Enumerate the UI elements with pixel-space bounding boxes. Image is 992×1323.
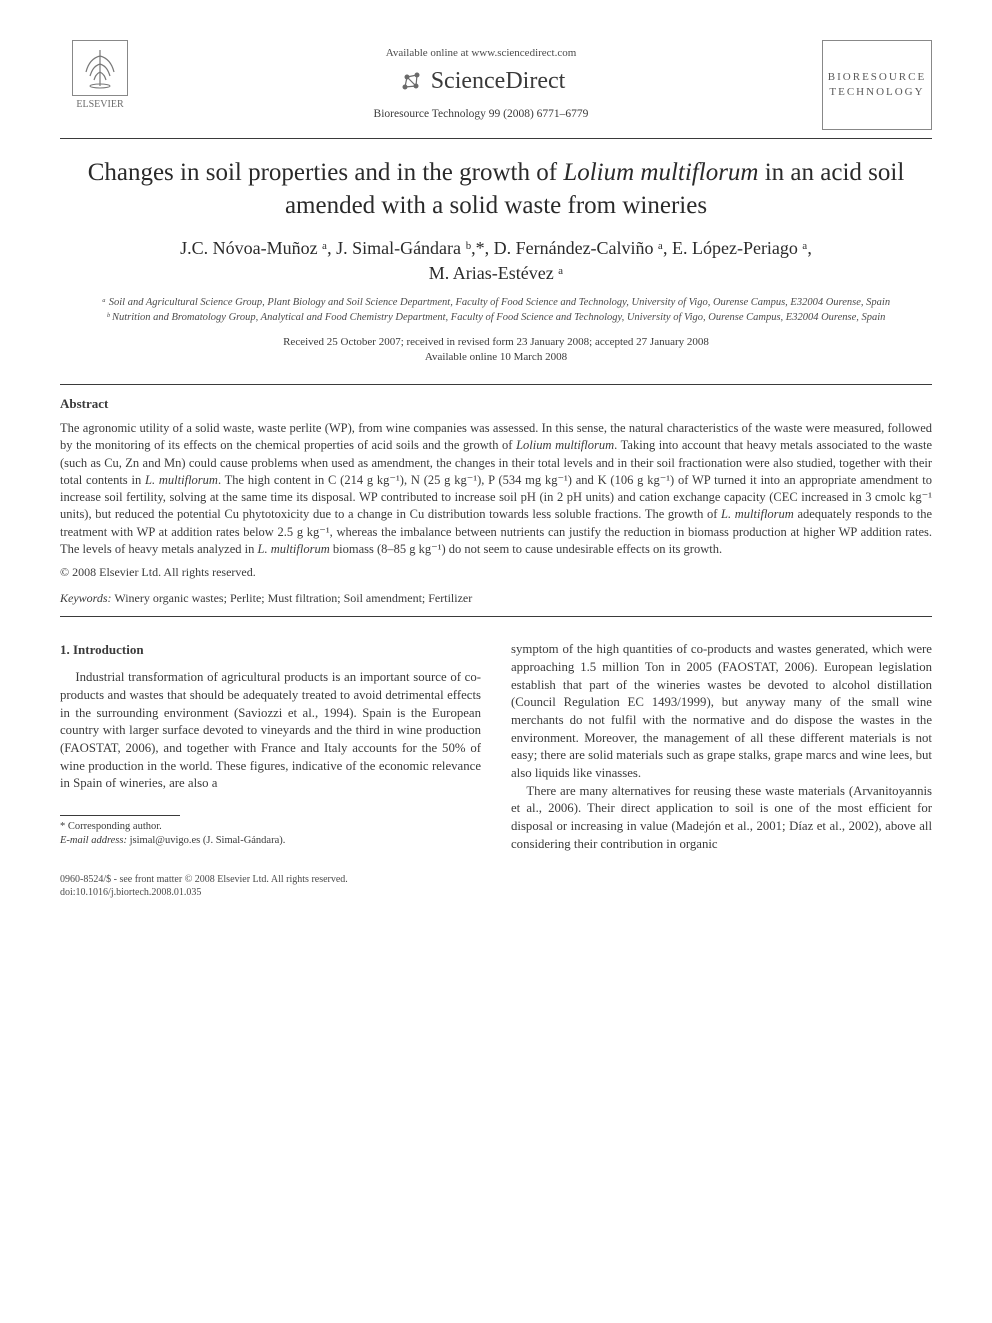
- abstract-body: The agronomic utility of a solid waste, …: [60, 420, 932, 558]
- elsevier-label: ELSEVIER: [76, 99, 123, 110]
- keywords-label: Keywords:: [60, 591, 112, 605]
- footnote-corresponding: * Corresponding author.: [60, 820, 481, 834]
- header-center: Available online at www.sciencedirect.co…: [140, 40, 822, 123]
- article-title: Changes in soil properties and in the gr…: [60, 157, 932, 222]
- title-species: Lolium multiflorum: [563, 159, 758, 186]
- title-part1: Changes in soil properties and in the gr…: [88, 159, 564, 186]
- intro-p3: There are many alternatives for reusing …: [511, 783, 932, 854]
- column-left: 1. Introduction Industrial transformatio…: [60, 641, 481, 853]
- sciencedirect-logo: ScienceDirect: [397, 65, 566, 97]
- affiliations: ᵃ Soil and Agricultural Science Group, P…: [60, 296, 932, 324]
- sciencedirect-text: ScienceDirect: [431, 65, 566, 97]
- footer-doi: doi:10.1016/j.biortech.2008.01.035: [60, 886, 932, 899]
- footnote-rule: [60, 815, 180, 816]
- keywords: Keywords: Winery organic wastes; Perlite…: [60, 590, 932, 606]
- footer-issn: 0960-8524/$ - see front matter © 2008 El…: [60, 873, 932, 886]
- body-columns: 1. Introduction Industrial transformatio…: [60, 641, 932, 853]
- journal-cover-icon: BIORESOURCE TECHNOLOGY: [822, 40, 932, 130]
- footnote: * Corresponding author. E-mail address: …: [60, 820, 481, 847]
- footnote-email-paren: (J. Simal-Gándara).: [200, 835, 285, 846]
- elsevier-logo: ELSEVIER: [60, 40, 140, 112]
- authors: J.C. Nóvoa-Muñoz ᵃ, J. Simal-Gándara ᵇ,*…: [60, 236, 932, 286]
- footnote-email-link[interactable]: jsimal@uvigo.es: [130, 835, 201, 846]
- article-dates: Received 25 October 2007; received in re…: [60, 335, 932, 366]
- header-row: ELSEVIER Available online at www.science…: [60, 40, 932, 130]
- dates-available: Available online 10 March 2008: [60, 350, 932, 365]
- footnote-email-label: E-mail address:: [60, 835, 127, 846]
- abstract-top-rule: [60, 384, 932, 385]
- authors-line1: J.C. Nóvoa-Muñoz ᵃ, J. Simal-Gándara ᵇ,*…: [60, 236, 932, 261]
- footnote-email: E-mail address: jsimal@uvigo.es (J. Sima…: [60, 834, 481, 848]
- keywords-text: Winery organic wastes; Perlite; Must fil…: [112, 591, 473, 605]
- journal-reference: Bioresource Technology 99 (2008) 6771–67…: [140, 107, 822, 123]
- affiliation-b: ᵇ Nutrition and Bromatology Group, Analy…: [60, 311, 932, 325]
- dates-received: Received 25 October 2007; received in re…: [60, 335, 932, 350]
- sciencedirect-icon: [397, 67, 425, 95]
- cover-line2: TECHNOLOGY: [829, 85, 924, 100]
- available-online-text: Available online at www.sciencedirect.co…: [140, 46, 822, 61]
- abstract-bottom-rule: [60, 616, 932, 617]
- column-right: symptom of the high quantities of co-pro…: [511, 641, 932, 853]
- authors-line2: M. Arias-Estévez ᵃ: [60, 261, 932, 286]
- cover-line1: BIORESOURCE: [828, 70, 926, 85]
- intro-p2: symptom of the high quantities of co-pro…: [511, 641, 932, 782]
- header-rule: [60, 138, 932, 139]
- intro-heading: 1. Introduction: [60, 641, 481, 659]
- affiliation-a: ᵃ Soil and Agricultural Science Group, P…: [60, 296, 932, 310]
- intro-p1: Industrial transformation of agricultura…: [60, 669, 481, 793]
- abstract-heading: Abstract: [60, 395, 932, 413]
- elsevier-tree-icon: [72, 40, 128, 96]
- page-footer: 0960-8524/$ - see front matter © 2008 El…: [60, 873, 932, 899]
- abstract-copyright: © 2008 Elsevier Ltd. All rights reserved…: [60, 564, 932, 580]
